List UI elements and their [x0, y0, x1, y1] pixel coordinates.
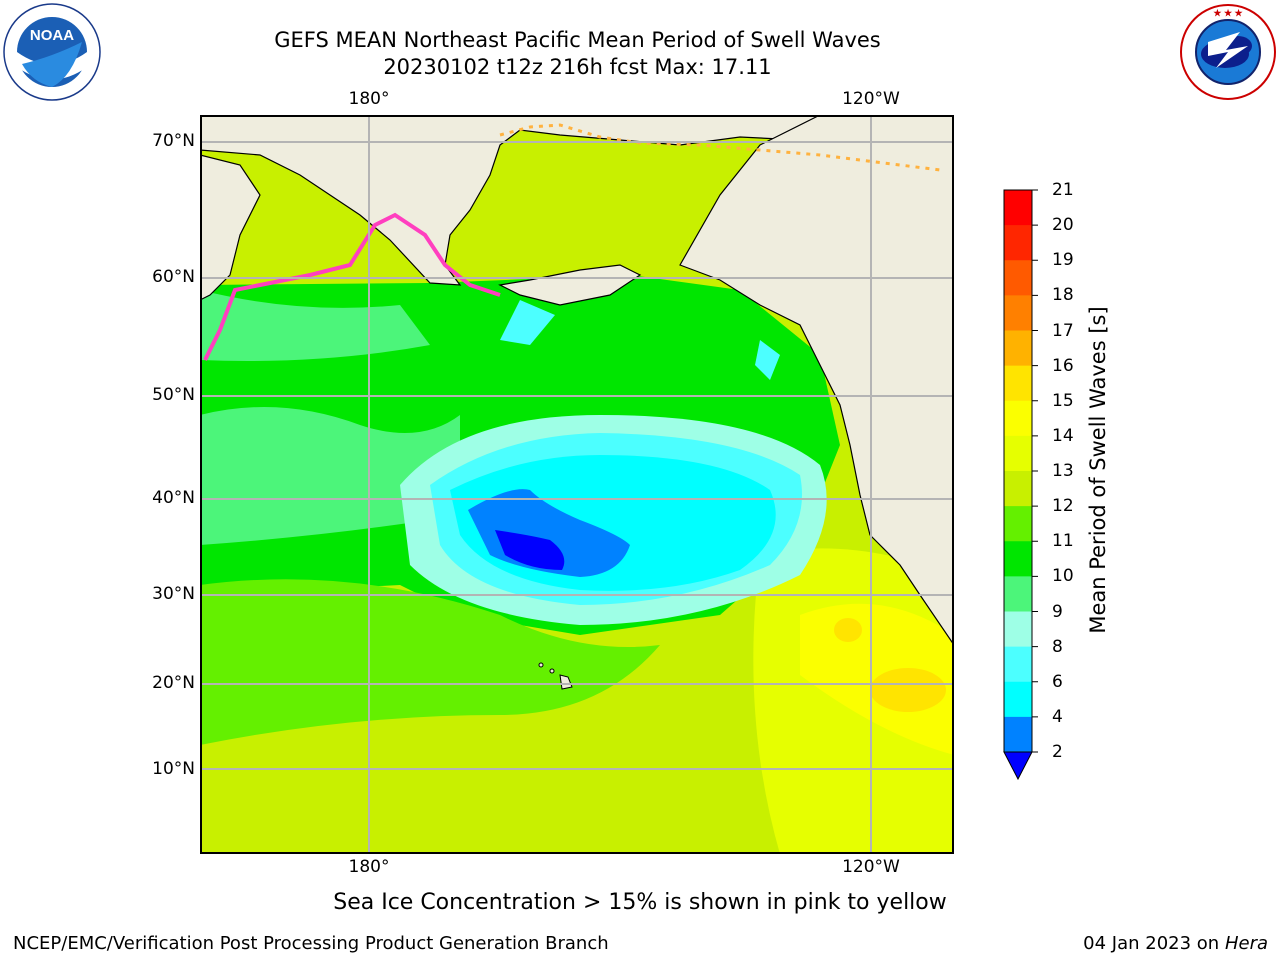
colorbar-tick-label: 9	[1052, 601, 1063, 622]
chart-title: GEFS MEAN Northeast Pacific Mean Period …	[274, 28, 881, 52]
land-hawaii-small-2	[549, 668, 555, 674]
colorbar-band	[1004, 716, 1032, 753]
colorbar-band	[1004, 646, 1032, 683]
lon-label-top-120w: 120°W	[842, 89, 900, 109]
colorbar	[1000, 185, 1040, 785]
colorbar-band	[1004, 681, 1032, 718]
colorbar-tick-label: 16	[1052, 355, 1074, 376]
colorbar-tick-label: 10	[1052, 566, 1074, 587]
colorbar-tick-label: 6	[1052, 671, 1063, 692]
sea-ice-edge-arctic	[499, 123, 941, 172]
colorbar-tick-label: 15	[1052, 390, 1074, 411]
svg-text:★ ★ ★: ★ ★ ★	[1213, 8, 1243, 18]
colorbar-tick-label: 11	[1052, 531, 1074, 552]
colorbar-tick-label: 19	[1052, 250, 1074, 271]
colorbar-band	[1004, 506, 1032, 542]
colorbar-band	[1004, 225, 1032, 261]
lon-label-bottom-120w: 120°W	[842, 857, 900, 877]
colorbar-tick-label: 18	[1052, 285, 1074, 306]
lat-label-10n: 10°N	[152, 759, 195, 779]
colorbar-extend-min	[1003, 751, 1033, 781]
chart-subtitle: 20230102 t12z 216h fcst Max: 17.11	[383, 55, 772, 79]
lat-label-50n: 50°N	[152, 385, 195, 405]
colorbar-band	[1004, 330, 1032, 367]
lon-label-bottom-180: 180°	[348, 857, 390, 877]
colorbar-band	[1004, 541, 1032, 577]
nws-logo: ★ ★ ★	[1178, 2, 1278, 102]
graticule	[200, 115, 954, 854]
colorbar-band	[1004, 471, 1032, 507]
swell-patch-gulf-alaska	[500, 300, 555, 345]
lat-label-30n: 30°N	[152, 584, 195, 604]
colorbar-title: Mean Period of Swell Waves [s]	[1086, 306, 1110, 634]
footer-date: 04 Jan 2023 on Hera	[1083, 933, 1268, 954]
lon-label-top-180: 180°	[348, 89, 390, 109]
colorbar-tick-label: 2	[1052, 742, 1063, 762]
colorbar-tick-label: 13	[1052, 461, 1074, 481]
sea-ice-edge	[203, 212, 501, 361]
colorbar-band	[1004, 365, 1032, 402]
swell-contour-10s-b	[200, 290, 430, 361]
lat-label-20n: 20°N	[152, 673, 195, 693]
lat-label-60n: 60°N	[152, 267, 195, 287]
land-hawaii-small-1	[538, 662, 544, 668]
swell-contour-16s	[870, 668, 946, 712]
colorbar-tick-label: 17	[1052, 320, 1074, 341]
colorbar-band	[1004, 295, 1032, 331]
colorbar-tick-label: 8	[1052, 636, 1063, 657]
swell-period-map	[200, 115, 954, 854]
noaa-logo: NOAA	[2, 2, 102, 102]
swell-contour-12s-west	[200, 579, 660, 745]
footer-credit: NCEP/EMC/Verification Post Processing Pr…	[13, 933, 609, 954]
swell-patch-bc-coast	[755, 340, 780, 380]
lat-label-40n: 40°N	[152, 488, 195, 508]
colorbar-band	[1004, 400, 1032, 437]
colorbar-tick-label: 20	[1052, 215, 1074, 236]
footer-host: Hera	[1224, 933, 1268, 954]
colorbar-band	[1004, 611, 1032, 648]
sea-ice-note: Sea Ice Concentration > 15% is shown in …	[333, 890, 947, 915]
swell-contour-10s	[200, 407, 460, 545]
colorbar-band	[1004, 190, 1032, 226]
colorbar-band	[1004, 435, 1032, 472]
land-alaska-peninsula	[498, 264, 642, 306]
colorbar-band	[1004, 260, 1032, 296]
colorbar-tick-label: 4	[1052, 706, 1063, 727]
lat-label-70n: 70°N	[152, 131, 195, 151]
svg-text:NOAA: NOAA	[30, 27, 74, 44]
swell-contour-16s-b	[834, 618, 862, 642]
colorbar-band	[1004, 576, 1032, 612]
colorbar-tick-label: 21	[1052, 180, 1074, 200]
colorbar-tick-label: 12	[1052, 496, 1074, 517]
swell-contour-2s	[495, 530, 565, 570]
colorbar-tick-label: 14	[1052, 425, 1074, 446]
